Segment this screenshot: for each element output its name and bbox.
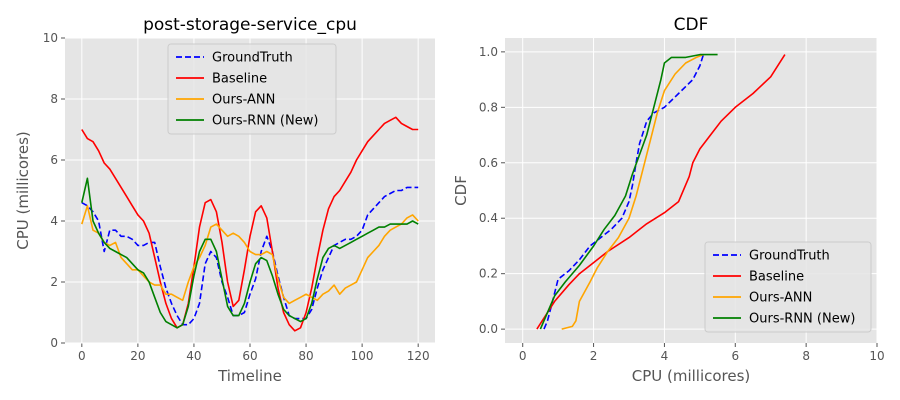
x-tick-label: 10: [869, 349, 884, 363]
legend-label: Ours-ANN: [749, 291, 812, 306]
x-axis-label: Timeline: [217, 367, 282, 385]
x-tick-label: 0: [519, 349, 527, 363]
chart-title: CDF: [674, 15, 709, 35]
y-tick-label: 0.0: [479, 322, 498, 336]
y-tick-label: 4: [50, 214, 58, 228]
x-tick-label: 6: [731, 349, 739, 363]
x-tick-label: 120: [407, 349, 430, 363]
y-tick-label: 0: [50, 336, 58, 350]
x-tick-label: 4: [661, 349, 669, 363]
x-tick-label: 2: [590, 349, 598, 363]
series-line-ours-rnn-new: [81, 177, 419, 329]
x-tick-label: 40: [186, 349, 201, 363]
legend-box: [167, 43, 337, 135]
series-line-groundtruth: [81, 186, 419, 326]
legend-label: GroundTruth: [749, 249, 830, 264]
y-tick-label: 8: [50, 92, 58, 106]
x-tick-label: 0: [78, 349, 86, 363]
series-line-ours-rnn-new: [539, 53, 718, 330]
legend-label: GroundTruth: [212, 51, 293, 66]
chart-title: post-storage-service_cpu: [143, 15, 357, 35]
y-tick-label: 6: [50, 153, 58, 167]
y-tick-label: 1.0: [479, 45, 498, 59]
series-line-ours-ann: [561, 53, 704, 330]
legend-box: [704, 241, 872, 333]
legend-label: Ours-RNN (New): [749, 312, 855, 327]
x-axis-label: CPU (millicores): [632, 367, 751, 385]
x-tick-label: 100: [351, 349, 374, 363]
y-axis-label: CPU (millicores): [14, 131, 32, 250]
legend-label: Baseline: [749, 270, 804, 285]
y-tick-label: 0.2: [479, 267, 498, 281]
series-line-baseline: [536, 54, 786, 330]
x-tick-label: 20: [130, 349, 145, 363]
x-tick-label: 60: [242, 349, 257, 363]
y-tick-label: 0.4: [479, 211, 498, 225]
y-axis-label: CDF: [452, 175, 470, 206]
y-tick-label: 0.8: [479, 100, 498, 114]
timeline-chart: 0 20 40 60 80 100 120 0 2 4 6 8 10 post-storage-servi…: [14, 15, 435, 385]
series-line-baseline: [81, 116, 419, 332]
cdf-chart: 0 2 4 6 8 10 0.0 0.2 0.4 0.6 0.8 1.0 CDF CPU (millico…: [452, 15, 885, 385]
y-tick-label: 10: [43, 31, 58, 45]
legend-label: Baseline: [212, 72, 267, 87]
series-line-groundtruth: [543, 54, 705, 330]
x-tick-label: 8: [802, 349, 810, 363]
y-tick-label: 0.6: [479, 156, 498, 170]
legend-label: Ours-ANN: [212, 93, 275, 108]
x-tick-label: 80: [298, 349, 313, 363]
legend-label: Ours-RNN (New): [212, 114, 318, 129]
y-tick-label: 2: [50, 275, 58, 289]
